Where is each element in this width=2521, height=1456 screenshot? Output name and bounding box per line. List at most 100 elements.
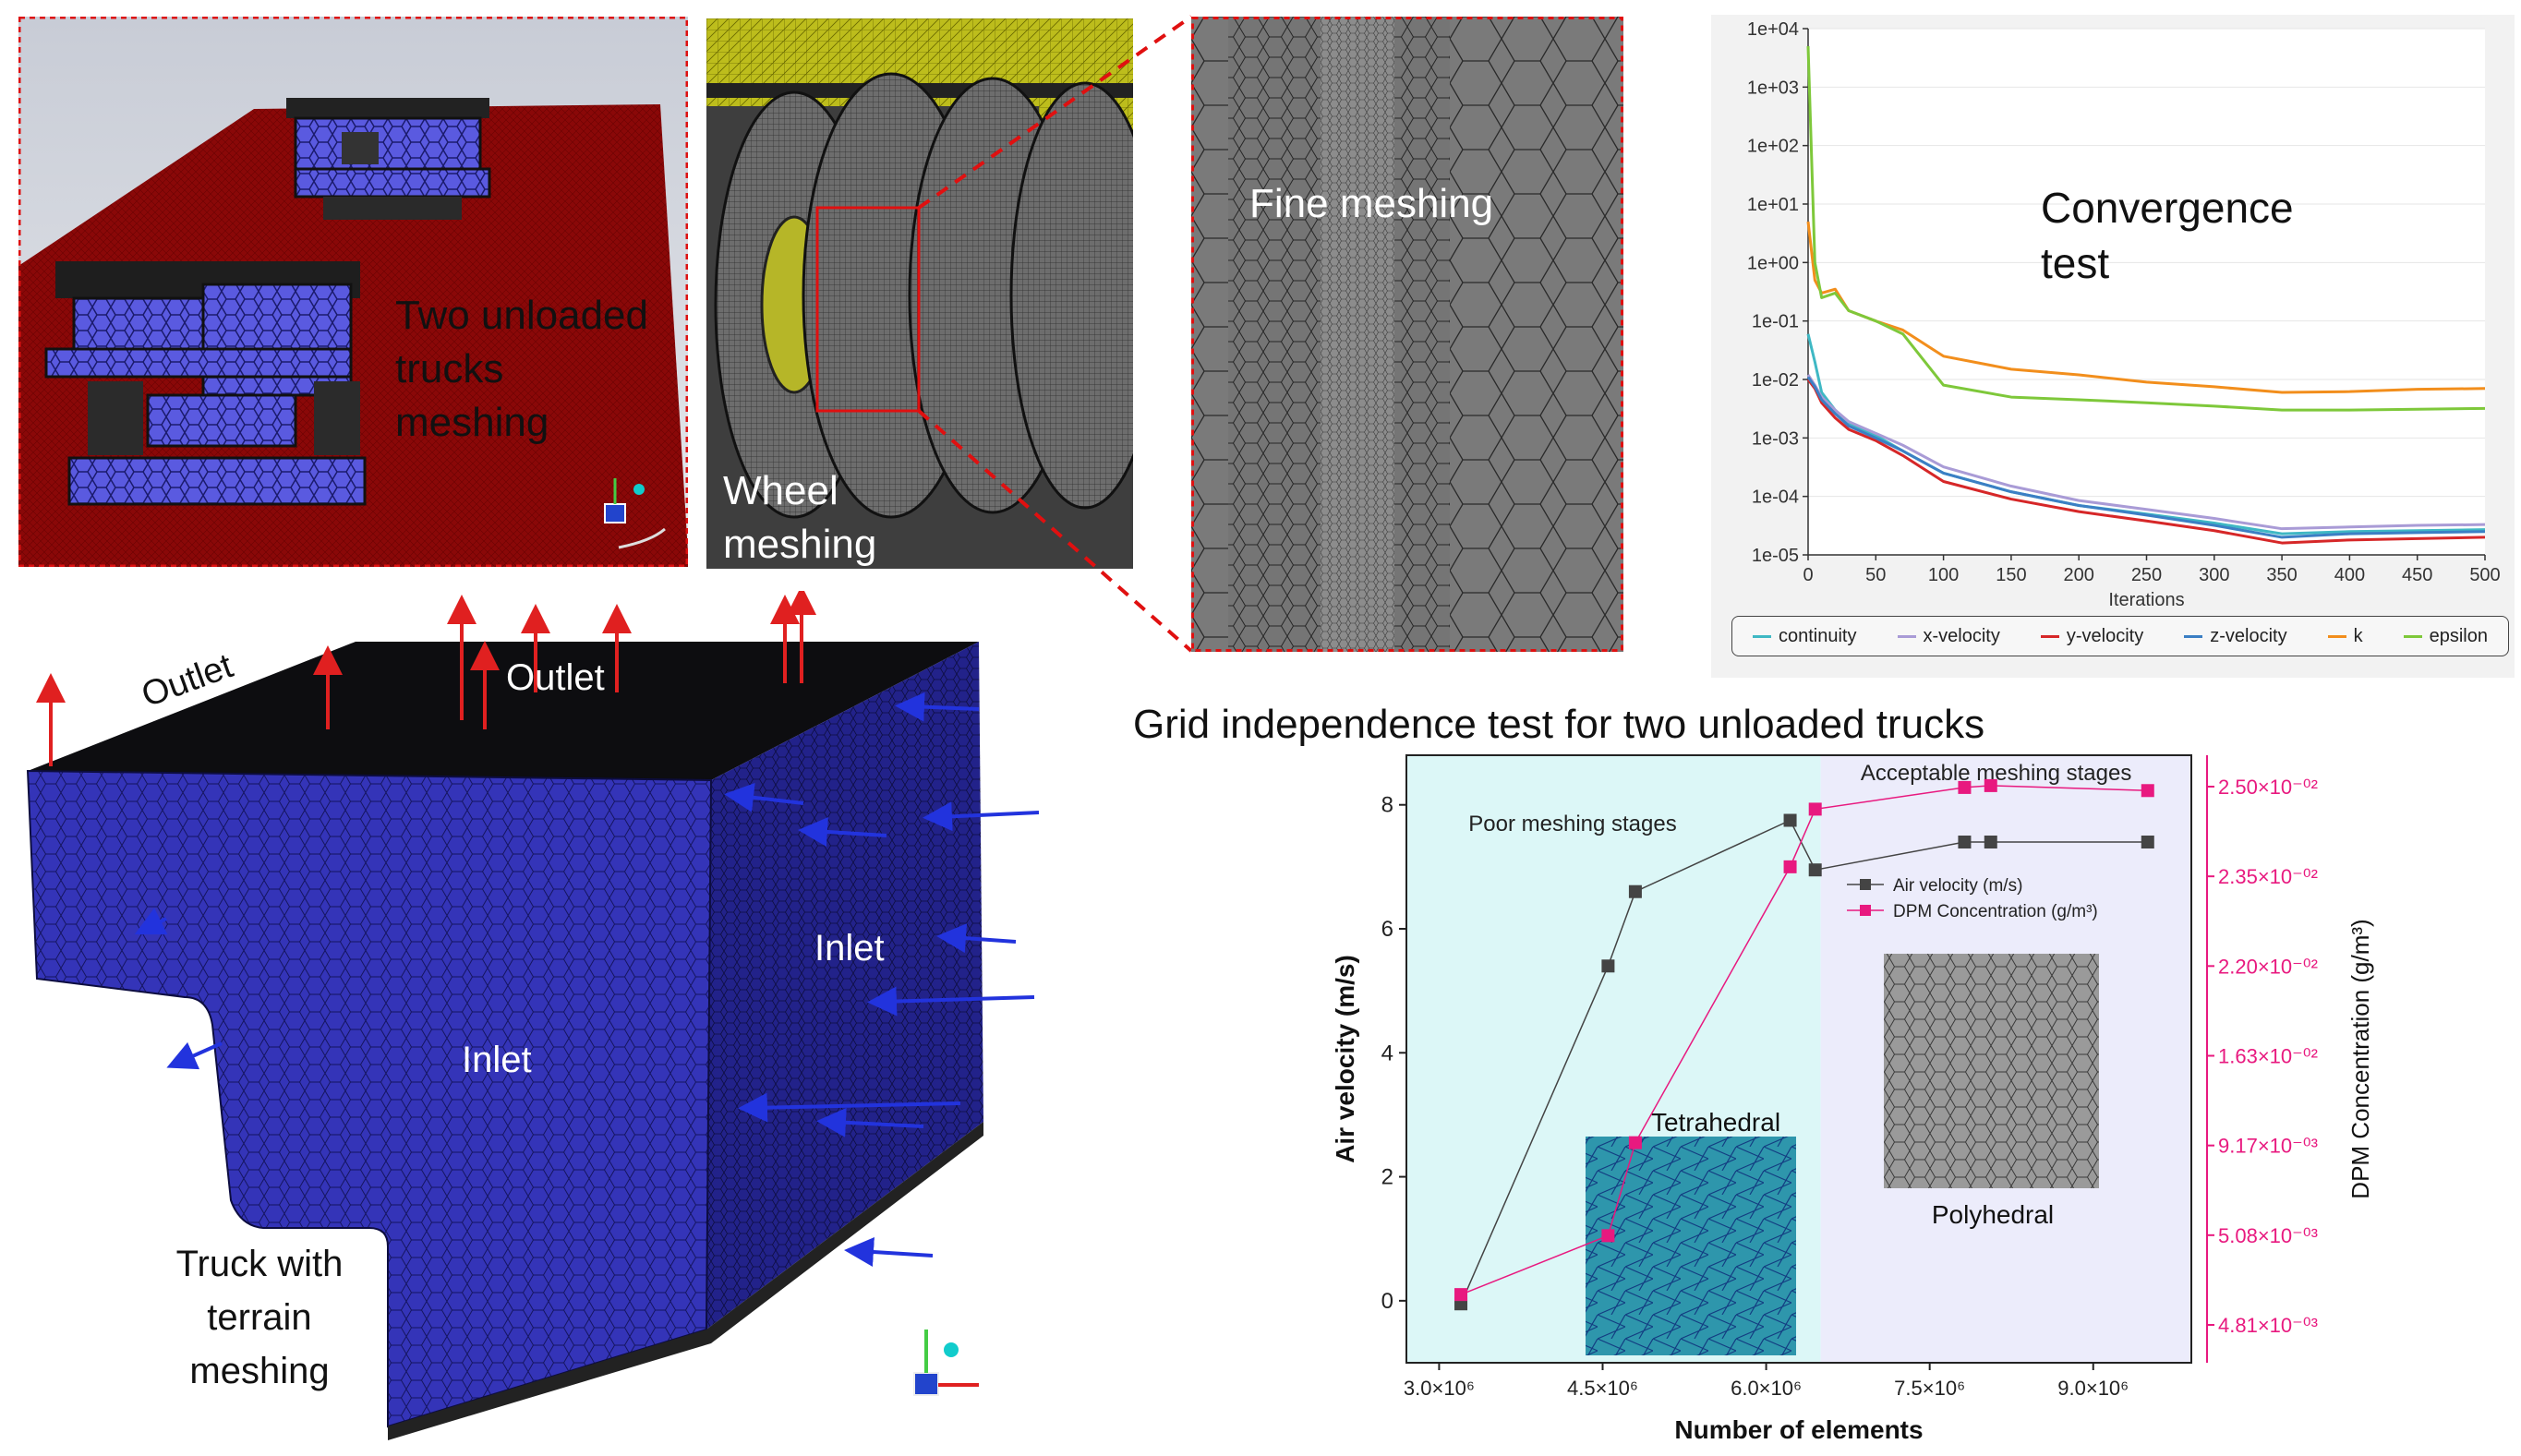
dpm-point [1454, 1288, 1468, 1302]
right-tick-label: 2.50×10⁻⁰² [2218, 776, 2318, 799]
air-velocity-point [1628, 884, 1642, 898]
inlet-front-label: Inlet [462, 1040, 532, 1080]
y-axis-right-label: DPM Concentration (g/m³) [2346, 919, 2374, 1198]
legend-item-y-velocity: y-velocity [2040, 625, 2144, 647]
convergence-chart: 1e+04 1e+03 1e+02 1e+01 1e+00 1e-01 1e-02 1e-03… [1747, 19, 2501, 610]
y-tick-label: 1e-01 [1752, 312, 1799, 332]
y-tick-label: 1e+00 [1747, 253, 1799, 273]
wheel-meshing-panel [706, 18, 1133, 569]
wheel-label: Wheel meshing [723, 468, 877, 567]
y-tick-label: 1e+02 [1747, 137, 1799, 157]
tetrahedral-label: Tetrahedral [1651, 1108, 1780, 1137]
trucks-label: Two unloaded trucks meshing [395, 293, 648, 445]
back-truck [286, 98, 491, 220]
outlet-arrows [36, 591, 816, 766]
air-velocity-point [2141, 836, 2154, 848]
legend-label: continuity [1779, 625, 1857, 646]
right-tick-label: 2.20×10⁻⁰² [2218, 955, 2318, 978]
legend-item-z-velocity: z-velocity [2184, 626, 2287, 647]
x-tick-label: 350 [2266, 565, 2297, 585]
air-velocity-point [1783, 813, 1797, 827]
y-tick-label: 1e-02 [1752, 370, 1799, 391]
x-tick-label: 0 [1803, 565, 1813, 585]
x-tick-label: 9.0×10⁶ [2057, 1377, 2129, 1400]
x-axis-label: Number of elements [1674, 1415, 1923, 1444]
legend-dpm-label: DPM Concentration (g/m³) [1893, 902, 2098, 921]
tetrahedral-inset [1586, 1137, 1796, 1355]
air-velocity-point [1808, 863, 1822, 877]
legend-air-marker [1860, 879, 1871, 890]
legend-swatch [2040, 634, 2059, 638]
dpm-point [2141, 784, 2154, 798]
x-tick-label: 50 [1865, 565, 1886, 585]
polyhedral-label: Polyhedral [1932, 1200, 2054, 1229]
tetrahedral-inset-tint [1586, 1137, 1796, 1355]
legend-item-k: k [2327, 625, 2363, 647]
y-tick-label: 1e-03 [1752, 428, 1799, 449]
legend-swatch [2403, 634, 2422, 638]
x-axis-label: Iterations [2108, 590, 2184, 610]
polyhedral-inset [1884, 954, 2099, 1188]
axis-triad-icon [604, 478, 666, 549]
axis-triad-icon [913, 1330, 979, 1396]
plot-frame [1405, 754, 2192, 1364]
y-axis-label: Air velocity (m/s) [1331, 955, 1359, 1163]
inlet-arrows [134, 692, 1040, 1267]
right-tick-label: 5.08×10⁻⁰³ [2218, 1224, 2318, 1247]
right-tick-label: 9.17×10⁻⁰³ [2218, 1135, 2318, 1158]
legend-swatch [2327, 634, 2346, 638]
x-tick-label: 7.5×10⁶ [1894, 1377, 1965, 1400]
terrain-meshing-panel [26, 591, 1040, 1440]
dpm-point [1958, 780, 1972, 794]
legend-label: x-velocity [1923, 625, 2000, 646]
legend-swatch [2184, 634, 2203, 638]
x-tick-label: 400 [2334, 565, 2365, 585]
right-tick-label: 2.35×10⁻⁰² [2218, 865, 2318, 888]
fine-meshing-label: Fine meshing [1249, 181, 1494, 226]
x-tick-label: 500 [2469, 565, 2500, 585]
dpm-point [1601, 1229, 1615, 1243]
x-tick-label: 4.5×10⁶ [1567, 1377, 1638, 1400]
legend-air-label: Air velocity (m/s) [1893, 876, 2022, 896]
dpm-point [1628, 1136, 1642, 1149]
legend-item-continuity: continuity [1753, 626, 1857, 647]
air-velocity-point [1601, 959, 1615, 973]
y-tick-label: 1e-05 [1752, 546, 1799, 566]
legend-item-x-velocity: x-velocity [1897, 625, 2000, 647]
series-line-epsilon [1806, 46, 2486, 412]
x-tick-label: 200 [2064, 565, 2094, 585]
x-tick-label: 450 [2402, 565, 2432, 585]
y-tick-label: 2 [1381, 1165, 1393, 1190]
dpm-point [1783, 860, 1797, 873]
legend-label: y-velocity [2066, 625, 2144, 646]
legend-label: epsilon [2429, 625, 2488, 646]
series-line-z-velocity [1806, 376, 2486, 539]
trucks-meshing-panel [18, 17, 688, 567]
legend-dpm-marker [1860, 905, 1871, 916]
legend-swatch [1753, 634, 1771, 638]
x-tick-label: 3.0×10⁶ [1404, 1377, 1475, 1400]
x-tick-label: 300 [2199, 565, 2229, 585]
air-velocity-point [1984, 836, 1997, 848]
fine-meshing-panel [1191, 17, 1623, 652]
dpm-point [1984, 778, 1997, 792]
right-tick-label: 1.63×10⁻⁰² [2218, 1045, 2318, 1068]
x-tick-label: 250 [2131, 565, 2162, 585]
x-tick-label: 150 [1996, 565, 2026, 585]
series-line-x-velocity [1806, 374, 2486, 531]
y-tick-label: 1e+01 [1747, 195, 1799, 215]
convergence-title: Convergence test [2041, 184, 2294, 287]
x-tick-label: 100 [1928, 565, 1959, 585]
series-line-y-velocity [1806, 379, 2486, 545]
y-tick-label: 1e+03 [1747, 78, 1799, 98]
x-tick-label: 6.0×10⁶ [1731, 1377, 1802, 1400]
series-line-k [1806, 221, 2486, 394]
legend-label: k [2353, 625, 2363, 646]
convergence-legend: continuity x-velocity y-velocity z-velocity… [1731, 616, 2509, 656]
y-tick-label: 8 [1381, 793, 1393, 818]
dpm-point [1808, 802, 1822, 816]
y-tick-label: 4 [1381, 1041, 1393, 1065]
zoom-box [815, 206, 921, 413]
